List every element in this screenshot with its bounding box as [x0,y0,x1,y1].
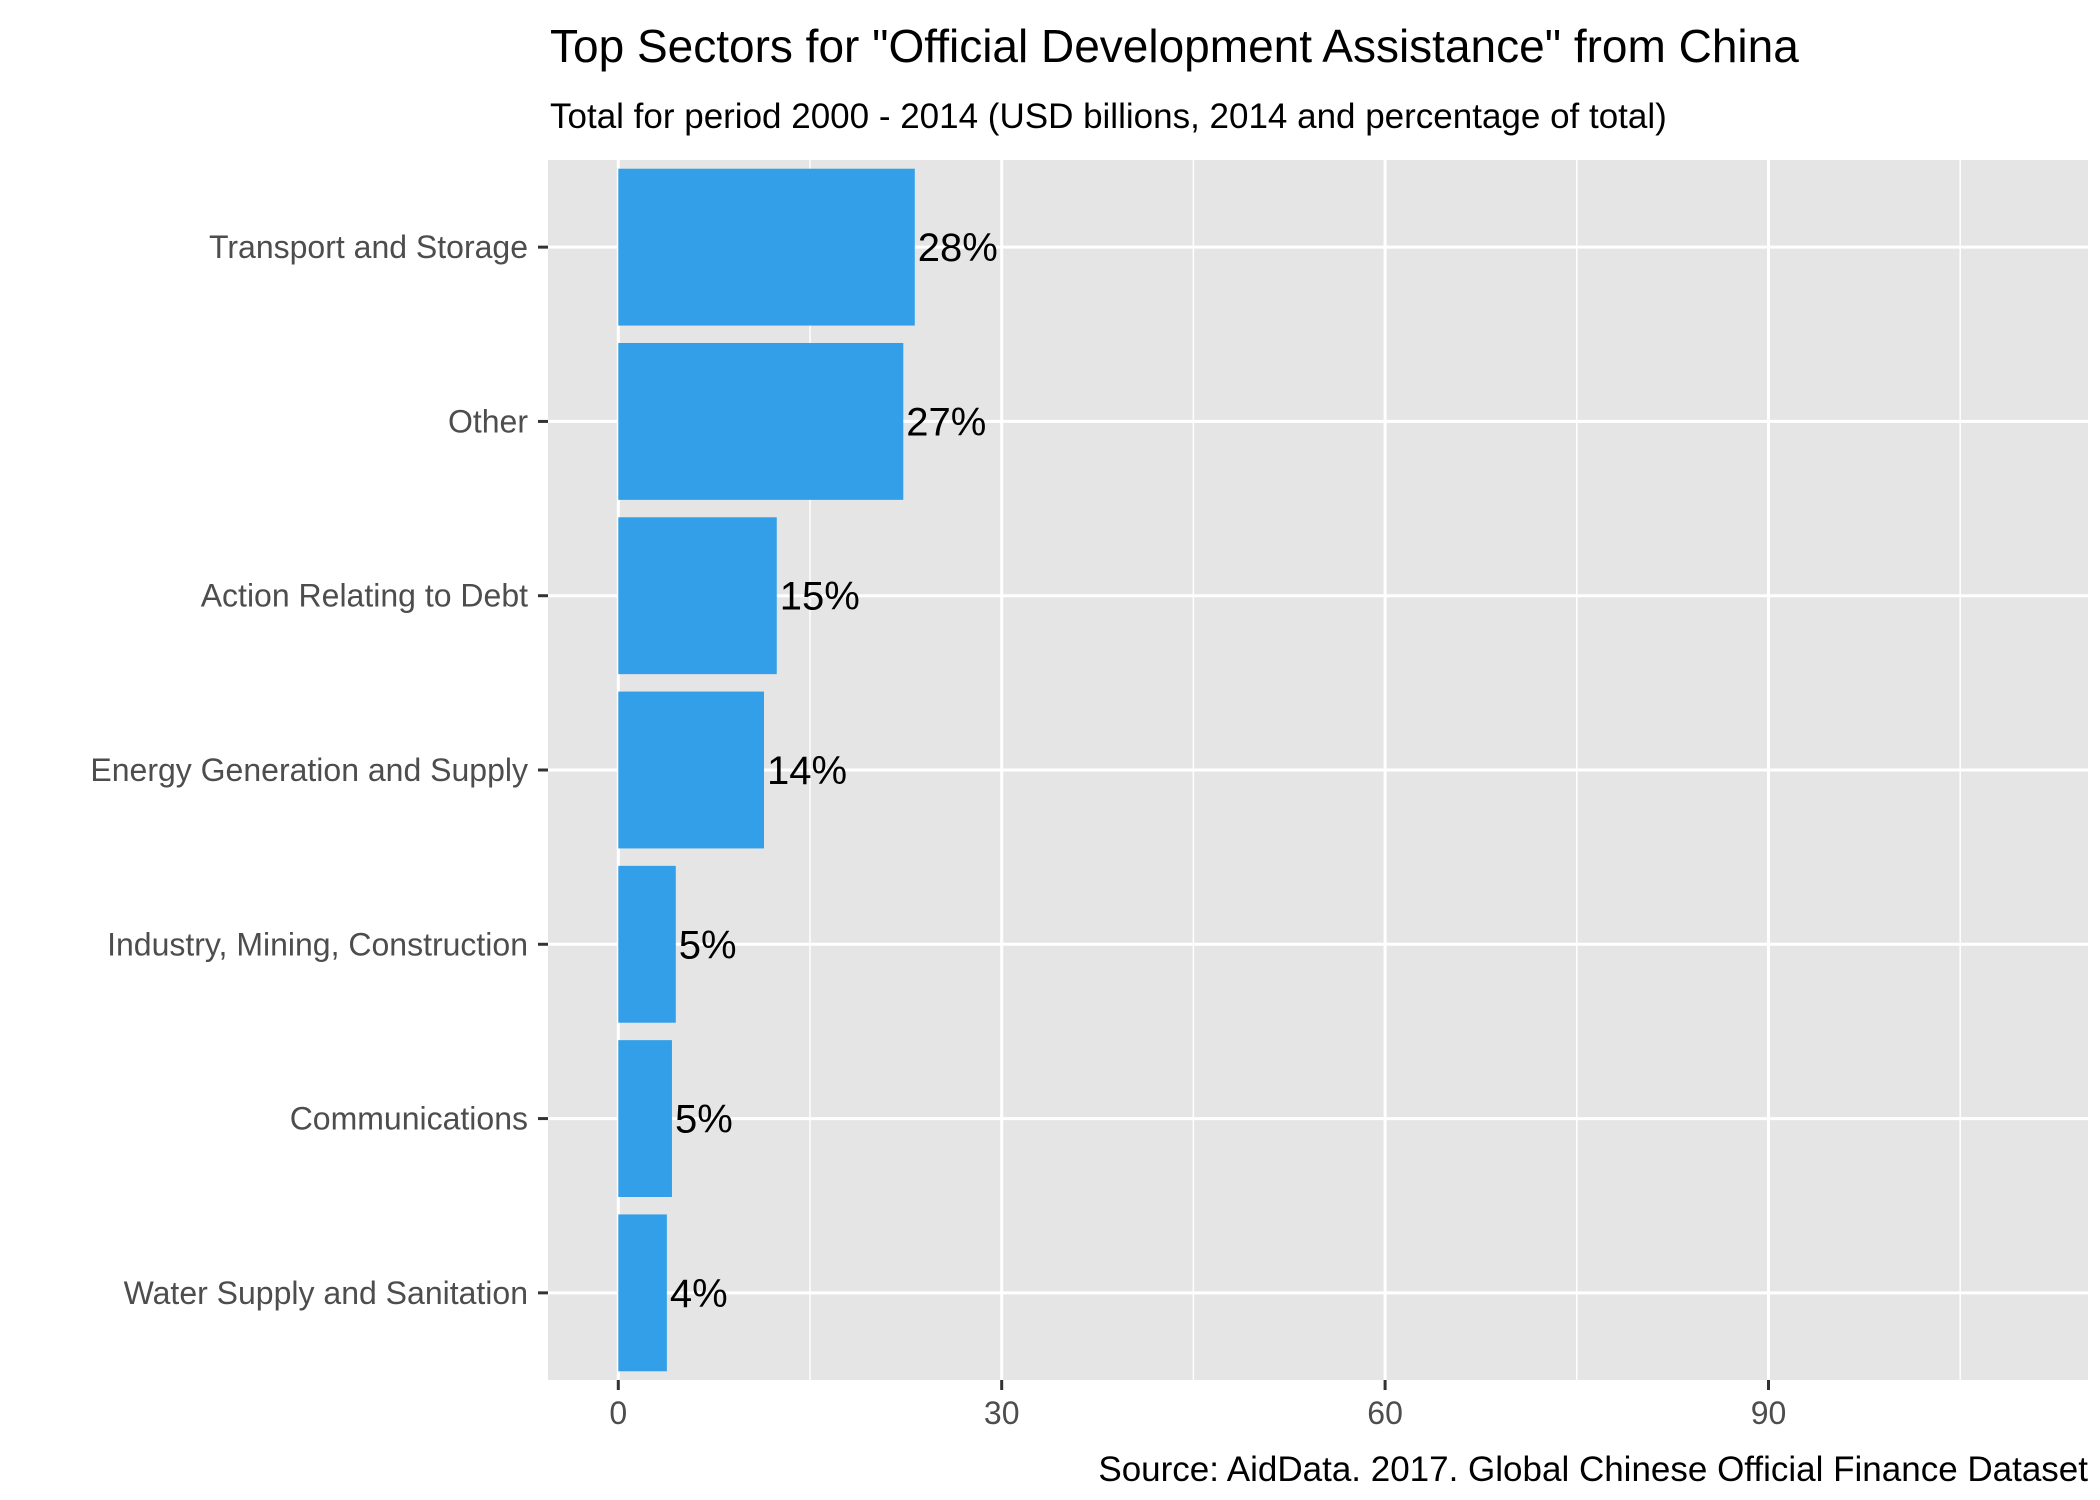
y-tick-label: Other [448,403,528,439]
chart-subtitle: Total for period 2000 - 2014 (USD billio… [550,97,1667,136]
x-tick-label: 0 [609,1395,627,1431]
bar-value-label: 14% [767,749,847,793]
x-axis: 0 30 60 90 [609,1380,1786,1431]
y-axis: Transport and Storage Other Action Relatin… [90,229,548,1311]
bar-value-label: 15% [780,575,860,619]
bar-value-label: 27% [906,400,986,444]
x-tick-label: 30 [984,1395,1020,1431]
bar [618,1214,667,1372]
bar [618,168,915,326]
chart-title: Top Sectors for "Official Development As… [550,20,1799,72]
bar-value-label: 28% [918,226,998,270]
y-tick-label: Industry, Mining, Construction [107,926,528,962]
bar [618,343,904,500]
bar [618,691,764,849]
bar [618,517,777,675]
y-tick-label: Transport and Storage [209,229,528,265]
bar-value-label: 5% [679,923,737,967]
y-tick-label: Action Relating to Debt [201,578,528,614]
bar-value-labels: 28% 27% 15% 14% 5% 5% 4% [670,226,998,1316]
x-tick-label: 90 [1751,1395,1787,1431]
y-tick-label: Communications [290,1101,528,1137]
bars [618,168,915,1372]
x-tick-label: 60 [1367,1395,1403,1431]
bar-value-label: 5% [675,1098,733,1142]
bar-value-label: 4% [670,1272,728,1316]
y-tick-label: Water Supply and Sanitation [124,1275,528,1311]
bar [618,865,676,1023]
chart-caption: Source: AidData. 2017. Global Chinese Of… [1098,1450,2088,1489]
y-tick-label: Energy Generation and Supply [90,752,528,788]
bar [618,1040,672,1197]
